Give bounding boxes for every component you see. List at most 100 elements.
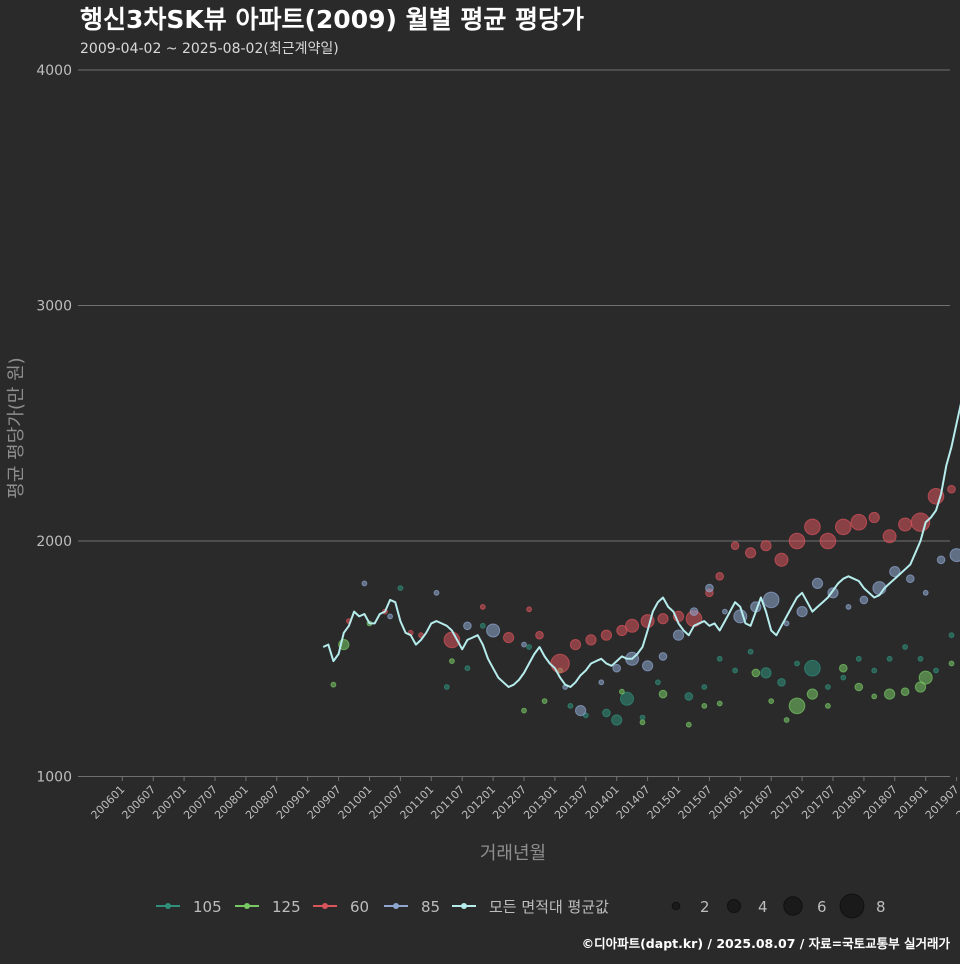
point-105 <box>948 632 955 639</box>
size-legend-circle <box>671 901 681 911</box>
point-125 <box>806 688 819 700</box>
point-85 <box>845 604 852 610</box>
point-85 <box>762 591 780 609</box>
point-105 <box>620 691 634 706</box>
point-60 <box>730 541 740 551</box>
y-tick-labels: 1000 2000 3000 4000 <box>36 63 72 786</box>
point-60 <box>569 639 582 651</box>
point-105 <box>760 667 772 679</box>
average-line-group <box>322 403 960 688</box>
point-85 <box>387 613 394 620</box>
size-legend-label: 2 <box>700 898 710 916</box>
point-85 <box>783 620 790 627</box>
point-105 <box>639 714 646 721</box>
chart-subtitle: 2009-04-02 ~ 2025-08-02(최근계약일) <box>80 41 339 57</box>
point-85 <box>361 580 368 587</box>
point-105 <box>479 622 486 629</box>
point-125 <box>449 658 455 664</box>
point-125 <box>783 717 790 723</box>
point-85 <box>859 595 869 605</box>
point-125 <box>854 682 864 692</box>
point-60 <box>479 604 486 610</box>
point-125 <box>948 660 955 667</box>
y-axis-title: 평균 평당가(만 원) <box>6 357 27 498</box>
point-85 <box>486 623 501 638</box>
point-60 <box>947 484 956 494</box>
point-60 <box>868 511 880 524</box>
size-legend-circle <box>783 896 803 916</box>
y-tick-label: 4000 <box>36 63 72 79</box>
point-125 <box>825 703 831 709</box>
point-60 <box>600 629 613 641</box>
point-125 <box>788 697 806 715</box>
size-legend-circle <box>839 893 865 919</box>
point-85 <box>642 660 654 672</box>
point-105 <box>443 684 450 690</box>
point-85 <box>811 577 824 590</box>
x-tick-label: 201907 <box>923 783 960 822</box>
point-85 <box>689 607 699 616</box>
point-125 <box>701 703 708 709</box>
legend-label: 60 <box>350 898 369 916</box>
point-85 <box>463 621 472 631</box>
point-60 <box>745 547 757 559</box>
point-105 <box>840 674 847 681</box>
point-125 <box>658 689 668 699</box>
point-125 <box>716 700 723 707</box>
point-105 <box>464 665 471 672</box>
point-125 <box>900 687 910 697</box>
point-85 <box>658 652 668 661</box>
chart-title: 행신3차SK뷰 아파트(2009) 월별 평균 평당가 <box>80 5 584 34</box>
point-105 <box>655 679 661 686</box>
point-85 <box>906 574 915 584</box>
point-60 <box>657 613 669 625</box>
point-105 <box>804 659 821 677</box>
point-85 <box>722 608 728 615</box>
point-60 <box>898 517 913 532</box>
scatter-points <box>330 484 960 728</box>
legend-dot-key <box>322 903 328 909</box>
point-105 <box>855 655 862 662</box>
size-legend-circle <box>727 899 741 913</box>
legend: 105 125 60 85 모든 면적대 평균값 2 4 6 8 <box>156 893 886 919</box>
point-105 <box>825 684 831 690</box>
point-60 <box>503 632 515 644</box>
point-60 <box>715 572 725 581</box>
point-85 <box>922 589 929 596</box>
point-105 <box>886 655 893 662</box>
point-105 <box>567 703 574 709</box>
point-125 <box>768 698 775 704</box>
point-60 <box>585 634 597 646</box>
point-85 <box>521 641 527 648</box>
point-85 <box>705 583 714 593</box>
point-105 <box>397 585 404 591</box>
point-125 <box>871 693 878 700</box>
point-105 <box>902 644 908 650</box>
point-85 <box>949 548 960 563</box>
point-60 <box>835 518 852 536</box>
point-60 <box>526 606 532 613</box>
point-85 <box>889 566 901 578</box>
point-85 <box>796 606 808 618</box>
legend-dot-key <box>393 903 399 909</box>
legend-label: 모든 면적대 평균값 <box>489 898 609 916</box>
point-105 <box>526 644 532 650</box>
y-tick-label: 3000 <box>36 299 72 315</box>
legend-dot-key <box>165 903 171 909</box>
size-legend-label: 8 <box>876 898 886 916</box>
point-60 <box>625 618 640 633</box>
point-105 <box>777 678 786 687</box>
y-tick-label: 1000 <box>36 770 72 786</box>
point-60 <box>788 532 806 550</box>
point-105 <box>701 684 708 690</box>
point-85 <box>936 555 946 565</box>
point-105 <box>794 660 800 667</box>
legend-label: 105 <box>193 898 222 916</box>
point-60 <box>882 529 897 544</box>
y-tick-label: 2000 <box>36 534 72 550</box>
point-125 <box>541 698 548 704</box>
point-60 <box>760 540 772 552</box>
point-85 <box>575 705 587 717</box>
legend-label: 85 <box>421 898 440 916</box>
